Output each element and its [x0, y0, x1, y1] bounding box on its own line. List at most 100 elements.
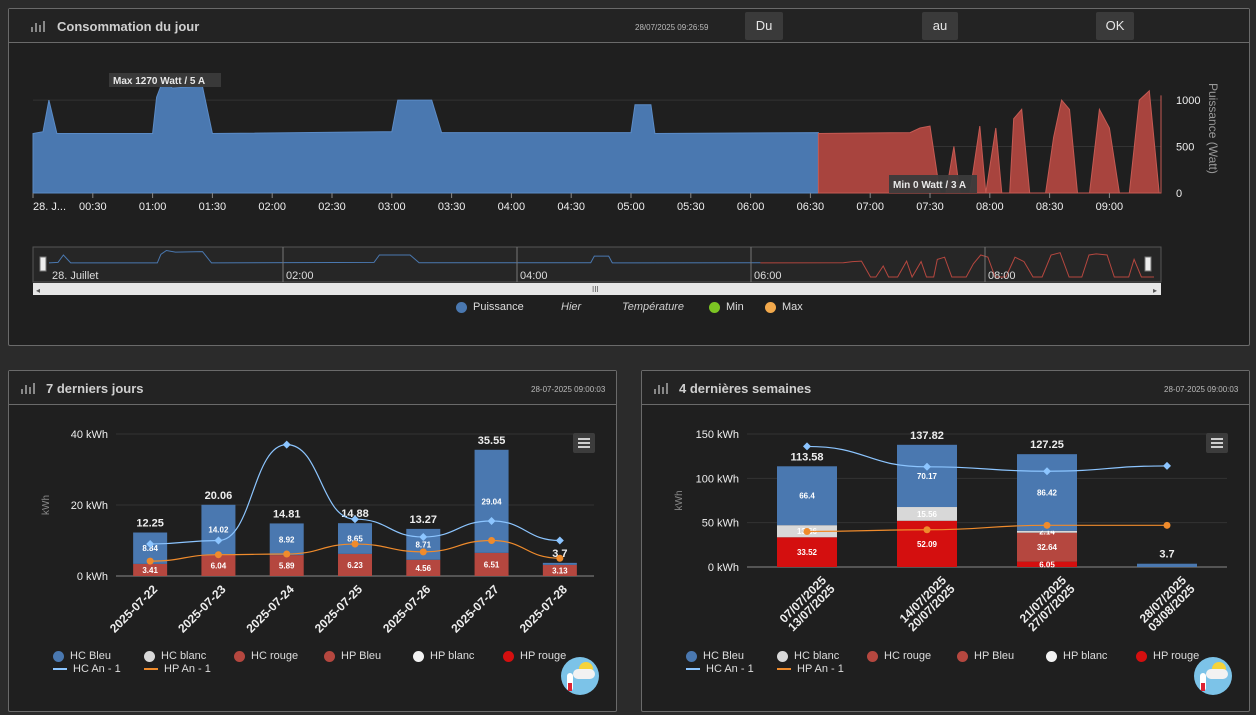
bar-segment[interactable] [542, 564, 577, 576]
scroll-left-arrow-icon[interactable]: ◂ [36, 286, 40, 295]
series-point[interactable] [488, 537, 496, 544]
bar-segment[interactable] [133, 563, 168, 576]
series-point[interactable] [1043, 521, 1051, 529]
x-tick-label: 08:00 [976, 201, 1004, 213]
legend-item[interactable]: HP blanc [1046, 650, 1107, 662]
navigator-right-handle[interactable] [1144, 256, 1152, 272]
scroll-right-arrow-icon[interactable]: ▸ [1153, 286, 1157, 295]
data-label: 8.84 [142, 544, 158, 553]
legend-symbol [234, 650, 245, 662]
panel-header: Consommation du jour 28/07/2025 09:26:59… [9, 9, 1249, 43]
legend-item[interactable]: Min [709, 301, 744, 313]
from-date-button[interactable]: Du [745, 12, 783, 40]
max-label: Max 1270 Watt / 5 A [113, 76, 205, 87]
series-point[interactable] [282, 440, 291, 449]
x-tick-label: 2025-07-27 [448, 582, 502, 636]
data-label: 66.4 [799, 492, 815, 501]
legend-item[interactable]: Max [765, 301, 803, 313]
series-point[interactable] [803, 528, 811, 536]
bar-segment[interactable] [406, 559, 441, 576]
legend-item[interactable]: HP rouge [503, 650, 566, 662]
legend-label: HP Bleu [974, 650, 1015, 662]
series-point[interactable] [1043, 467, 1051, 476]
bar-segment[interactable] [201, 504, 236, 555]
x-tick-text: 2025-07-23 [175, 582, 229, 636]
legend-item[interactable]: HP An - 1 [144, 663, 211, 675]
bar-segment[interactable] [1017, 532, 1077, 562]
legend-symbol [456, 301, 467, 313]
bar-chart-icon [31, 20, 47, 32]
legend-item[interactable]: HC An - 1 [53, 663, 121, 675]
legend-item[interactable]: HC Bleu [686, 650, 744, 662]
bar-segment[interactable] [269, 555, 304, 576]
bar-segment[interactable] [1017, 530, 1077, 533]
legend-symbol [957, 650, 968, 662]
navigator[interactable]: 28. Juillet 02:00 04:00 06:00 08:00 ◂ ▸ III [32, 246, 1162, 295]
bar-segment[interactable] [897, 507, 957, 521]
y-axis-title: kWh [674, 491, 685, 511]
ok-button[interactable]: OK [1096, 12, 1134, 40]
bar-segment[interactable] [777, 466, 837, 526]
bar-segment[interactable] [269, 523, 304, 556]
legend-item[interactable]: Hier [561, 301, 581, 313]
bar-segment[interactable] [1017, 561, 1077, 567]
navigator-scrollbar[interactable] [33, 283, 1161, 295]
bar-segment[interactable] [474, 449, 509, 553]
scroll-grip-icon[interactable]: III [592, 285, 599, 294]
series-point[interactable] [419, 532, 428, 541]
series-point[interactable] [1163, 521, 1171, 529]
weather-icon[interactable] [561, 657, 599, 695]
legend-item[interactable]: HP rouge [1136, 650, 1199, 662]
series-point[interactable] [351, 515, 359, 524]
weather-icon[interactable] [1194, 657, 1232, 695]
bar-segment[interactable] [897, 444, 957, 508]
bar-segment[interactable] [338, 523, 372, 554]
bar-segment[interactable] [542, 562, 577, 565]
legend-item[interactable]: HC blanc [777, 650, 839, 662]
series-point[interactable] [146, 540, 155, 549]
series-point[interactable] [1163, 461, 1171, 470]
min-tooltip: Min 0 Watt / 3 A [889, 175, 977, 193]
legend-item[interactable]: HP An - 1 [777, 663, 844, 675]
legend-item[interactable]: HC An - 1 [686, 663, 754, 675]
x-tick-label: 05:00 [617, 201, 645, 213]
series-point[interactable] [419, 548, 427, 556]
legend-item[interactable]: HP Bleu [324, 650, 381, 662]
navigator-left-handle[interactable] [39, 256, 47, 272]
series-point[interactable] [214, 536, 223, 545]
series-point[interactable] [146, 557, 154, 565]
chart-menu-button[interactable] [1206, 433, 1228, 453]
legend-item[interactable]: HC rouge [867, 650, 931, 662]
x-tick-label: 07:00 [856, 201, 884, 213]
legend-item[interactable]: HC blanc [144, 650, 206, 662]
series-point[interactable] [923, 462, 931, 471]
legend-label: HC rouge [251, 650, 299, 662]
series-point[interactable] [351, 540, 359, 548]
bar-segment[interactable] [338, 553, 372, 576]
x-tick-label: 05:30 [677, 201, 705, 213]
series-point[interactable] [283, 550, 291, 558]
bar-segment[interactable] [777, 537, 837, 567]
legend-label: Max [782, 301, 803, 313]
series-point[interactable] [803, 442, 811, 451]
series-point[interactable] [487, 516, 496, 525]
data-label: 86.42 [1037, 488, 1058, 497]
series-point[interactable] [555, 536, 564, 545]
legend-item[interactable]: Température [622, 301, 684, 313]
legend-item[interactable]: HP blanc [413, 650, 474, 662]
series-point[interactable] [214, 551, 222, 559]
chart-menu-button[interactable] [573, 433, 595, 453]
legend-item[interactable]: HC rouge [234, 650, 298, 662]
bar-segment[interactable] [201, 554, 236, 576]
panel-title: Consommation du jour [57, 19, 200, 34]
legend-item[interactable]: HC Bleu [53, 650, 111, 662]
series-point[interactable] [556, 554, 564, 562]
bar-segment[interactable] [474, 552, 509, 576]
bar-segment[interactable] [1137, 563, 1197, 567]
legend-line-symbol [686, 668, 700, 670]
legend-item[interactable]: Puissance [456, 301, 524, 313]
bar-segment[interactable] [1017, 454, 1077, 531]
to-date-button[interactable]: au [922, 12, 958, 40]
series-point[interactable] [923, 526, 931, 534]
legend-item[interactable]: HP Bleu [957, 650, 1014, 662]
